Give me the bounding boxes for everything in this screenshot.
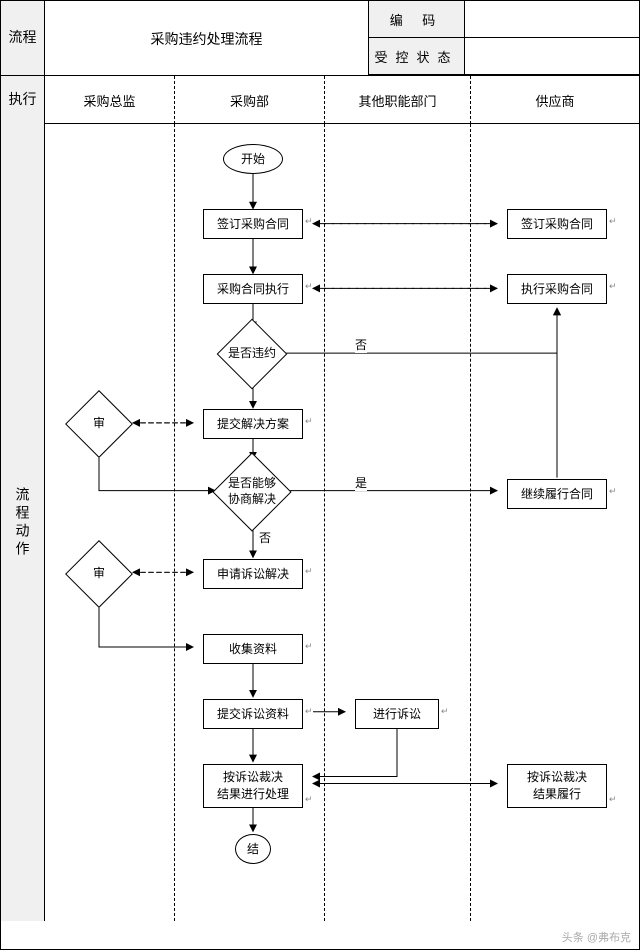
approval-1-text: 审 bbox=[75, 400, 123, 448]
node-handle-verdict: 按诉讼裁决 结果进行处理 bbox=[203, 764, 303, 808]
meta-status-label: 受控状态 bbox=[369, 38, 465, 75]
watermark: 头条 @弗布克 bbox=[562, 929, 631, 945]
decision-negotiate: 是否能够 协商解决 bbox=[224, 464, 280, 520]
node-litigate: 进行诉讼 bbox=[355, 699, 439, 729]
node-submit-litigation: 提交诉讼资料 bbox=[203, 699, 303, 729]
header: 流程 采购违约处理流程 编 码 受控状态 bbox=[1, 1, 639, 76]
meta-status-value bbox=[465, 38, 639, 75]
node-submit-plan: 提交解决方案 bbox=[203, 409, 303, 439]
col-4: 供应商 bbox=[471, 76, 639, 124]
approval-1: 审 bbox=[75, 400, 123, 448]
node-collect: 收集资料 bbox=[203, 634, 303, 664]
node-sign-contract: 签订采购合同 bbox=[203, 209, 303, 239]
label-d2-no: 否 bbox=[259, 529, 271, 546]
action-label-text: 流程动作 bbox=[13, 487, 33, 559]
exec-label: 执行 bbox=[1, 76, 45, 124]
node-supplier-sign: 签订采购合同 bbox=[507, 209, 607, 239]
node-start: 开始 bbox=[223, 144, 283, 174]
decision-breach: 是否违约 bbox=[227, 329, 277, 379]
exec-label-text: 执行 bbox=[9, 90, 37, 110]
flow-body: 流程动作 bbox=[1, 124, 639, 921]
col-2: 采购部 bbox=[175, 76, 325, 124]
meta: 编 码 受控状态 bbox=[369, 1, 639, 76]
node-supplier-exec: 执行采购合同 bbox=[507, 274, 607, 304]
meta-code-label: 编 码 bbox=[369, 1, 465, 38]
decision-negotiate-text: 是否能够 协商解决 bbox=[224, 464, 280, 520]
col-1: 采购总监 bbox=[45, 76, 175, 124]
label-d2-yes: 是 bbox=[355, 474, 367, 491]
label-d1-no: 否 bbox=[355, 336, 367, 353]
title-area: 采购违约处理流程 编 码 受控状态 bbox=[45, 1, 639, 76]
lanes: 开始 签订采购合同 签订采购合同 采购合同执行 执行采购合同 是否违约 否 提交… bbox=[45, 124, 639, 921]
process-label-text: 流程 bbox=[9, 28, 37, 48]
node-exec-contract: 采购合同执行 bbox=[203, 274, 303, 304]
action-label: 流程动作 bbox=[1, 124, 45, 921]
column-headers: 执行 采购总监 采购部 其他职能部门 供应商 bbox=[1, 76, 639, 124]
approval-2-text: 审 bbox=[75, 550, 123, 598]
node-apply-litigation: 申请诉讼解决 bbox=[203, 559, 303, 589]
meta-code-value bbox=[465, 1, 639, 38]
node-end: 结 bbox=[235, 834, 271, 864]
col-3: 其他职能部门 bbox=[325, 76, 471, 124]
header-label: 流程 bbox=[1, 1, 45, 76]
approval-2: 审 bbox=[75, 550, 123, 598]
node-continue: 继续履行合同 bbox=[507, 479, 607, 509]
decision-breach-text: 是否违约 bbox=[227, 329, 277, 379]
page: 流程 采购违约处理流程 编 码 受控状态 执行 采购总监 采购部 其他职能部门 … bbox=[0, 0, 640, 950]
node-supplier-verdict: 按诉讼裁决 结果履行 bbox=[507, 764, 607, 808]
flow-title: 采购违约处理流程 bbox=[45, 1, 369, 76]
